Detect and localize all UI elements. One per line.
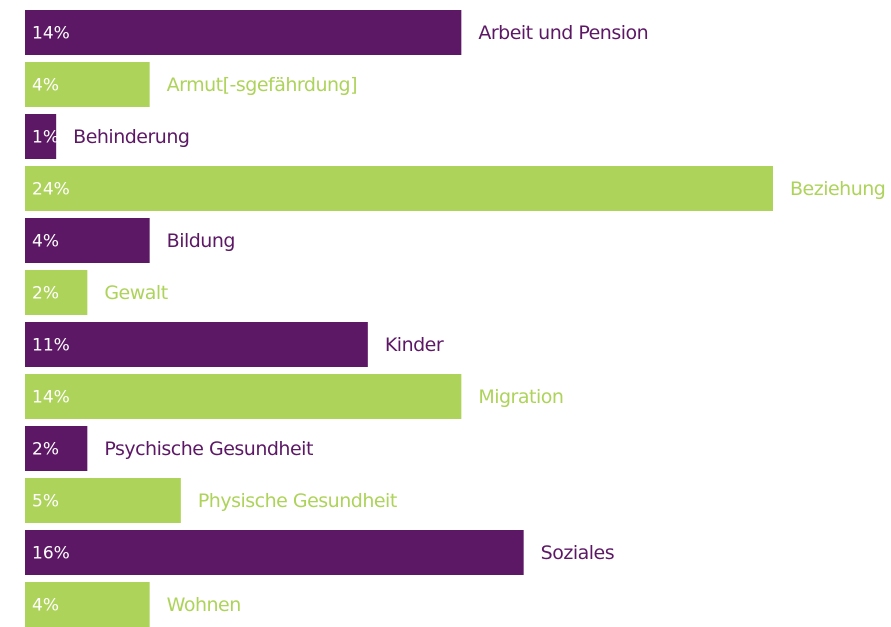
category-label: Soziales	[541, 542, 614, 564]
bar	[25, 62, 150, 107]
value-label: 11%	[32, 336, 70, 356]
value-label: 24%	[32, 180, 70, 200]
value-label: 16%	[32, 544, 70, 564]
category-label: Beziehung	[790, 178, 885, 200]
value-label: 4%	[32, 232, 59, 252]
bar	[25, 270, 88, 315]
value-label: 14%	[32, 24, 70, 44]
category-label: Migration	[478, 386, 563, 408]
value-label: 5%	[32, 492, 59, 512]
value-label: 2%	[32, 440, 59, 460]
bar	[25, 218, 150, 263]
category-label: Physische Gesundheit	[198, 490, 397, 512]
bar	[25, 374, 462, 419]
category-label: Bildung	[167, 230, 235, 252]
bar	[25, 582, 150, 627]
value-label: 2%	[32, 284, 59, 304]
bar	[25, 322, 368, 367]
bar	[25, 426, 88, 471]
bar	[25, 10, 462, 55]
category-label: Psychische Gesundheit	[104, 438, 313, 460]
category-label: Wohnen	[167, 594, 241, 616]
category-label: Kinder	[385, 334, 444, 356]
category-label: Behinderung	[73, 126, 189, 148]
bar	[25, 478, 181, 523]
bar	[25, 530, 524, 575]
value-label: 4%	[32, 76, 59, 96]
category-label: Armut[-sgefährdung]	[167, 74, 357, 96]
value-label: 4%	[32, 596, 59, 616]
bar	[25, 166, 773, 211]
bar	[25, 114, 57, 159]
category-label: Gewalt	[104, 282, 167, 304]
value-label: 1%	[32, 128, 59, 148]
value-label: 14%	[32, 388, 70, 408]
category-label: Arbeit und Pension	[478, 22, 648, 44]
